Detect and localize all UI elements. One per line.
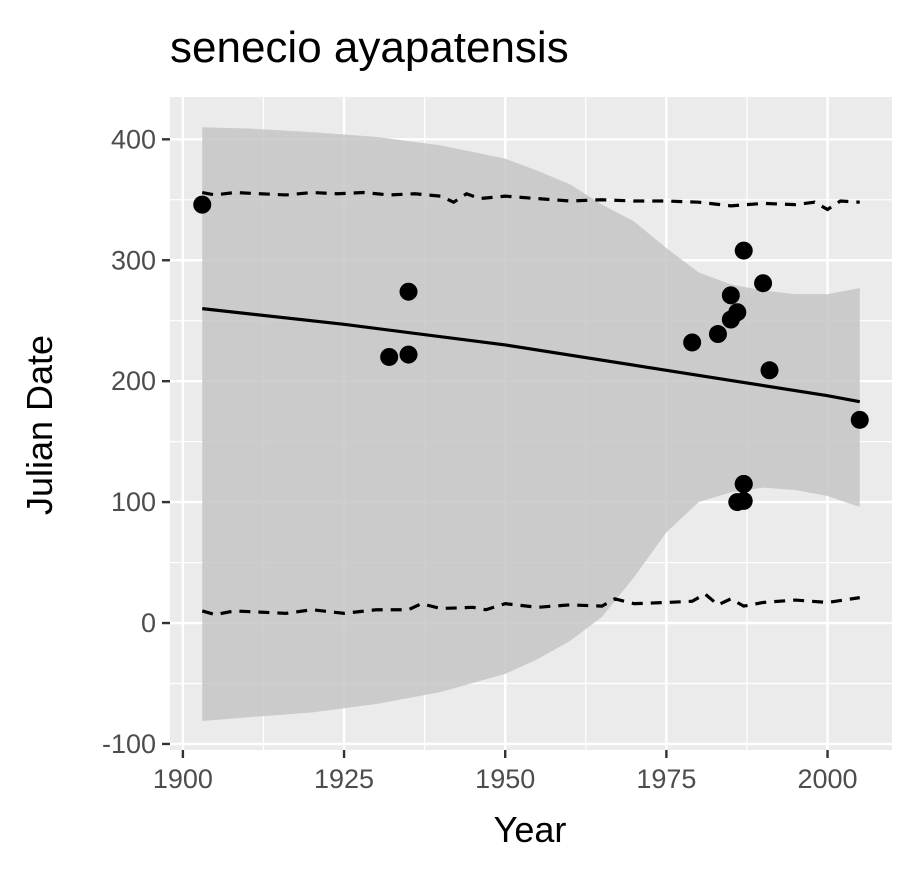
- y-tick-label: 400: [111, 124, 156, 154]
- x-tick-label: 1925: [314, 764, 374, 794]
- data-point: [760, 361, 779, 380]
- data-point: [380, 347, 399, 366]
- confidence-band: [202, 127, 860, 721]
- y-axis-title: Julian Date: [19, 335, 60, 515]
- confidence-band-layer: [202, 127, 860, 721]
- x-tick-label: 2000: [797, 764, 857, 794]
- y-axis: -100 0 100 200 300 400: [102, 124, 170, 759]
- data-point: [399, 282, 418, 301]
- data-points: [193, 195, 869, 512]
- data-point: [708, 325, 727, 344]
- y-tick-label: 0: [141, 608, 156, 638]
- data-point: [734, 474, 753, 493]
- data-point: [728, 303, 747, 322]
- data-point: [399, 345, 418, 364]
- data-point: [721, 286, 740, 305]
- data-point: [683, 333, 702, 352]
- y-tick-label: 100: [111, 487, 156, 517]
- x-axis: 1900 1925 1950 1975 2000: [153, 750, 858, 794]
- data-point: [734, 241, 753, 260]
- data-point: [734, 491, 753, 510]
- y-tick-label: -100: [102, 729, 156, 759]
- lower-dashed-line: [201, 592, 861, 617]
- trend-line: [202, 307, 861, 404]
- x-tick-label: 1975: [636, 764, 696, 794]
- x-tick-label: 1950: [475, 764, 535, 794]
- dashed-lines-layer: [201, 190, 861, 617]
- data-point: [754, 274, 773, 293]
- data-point: [193, 195, 212, 214]
- chart-title: senecio ayapatensis: [170, 23, 569, 72]
- y-tick-label: 200: [111, 366, 156, 396]
- x-axis-title: Year: [494, 809, 567, 850]
- y-tick-label: 300: [111, 245, 156, 275]
- upper-dashed-line: [201, 190, 860, 212]
- x-tick-label: 1900: [153, 764, 213, 794]
- data-point: [850, 410, 869, 429]
- trend-line-layer: [202, 307, 861, 404]
